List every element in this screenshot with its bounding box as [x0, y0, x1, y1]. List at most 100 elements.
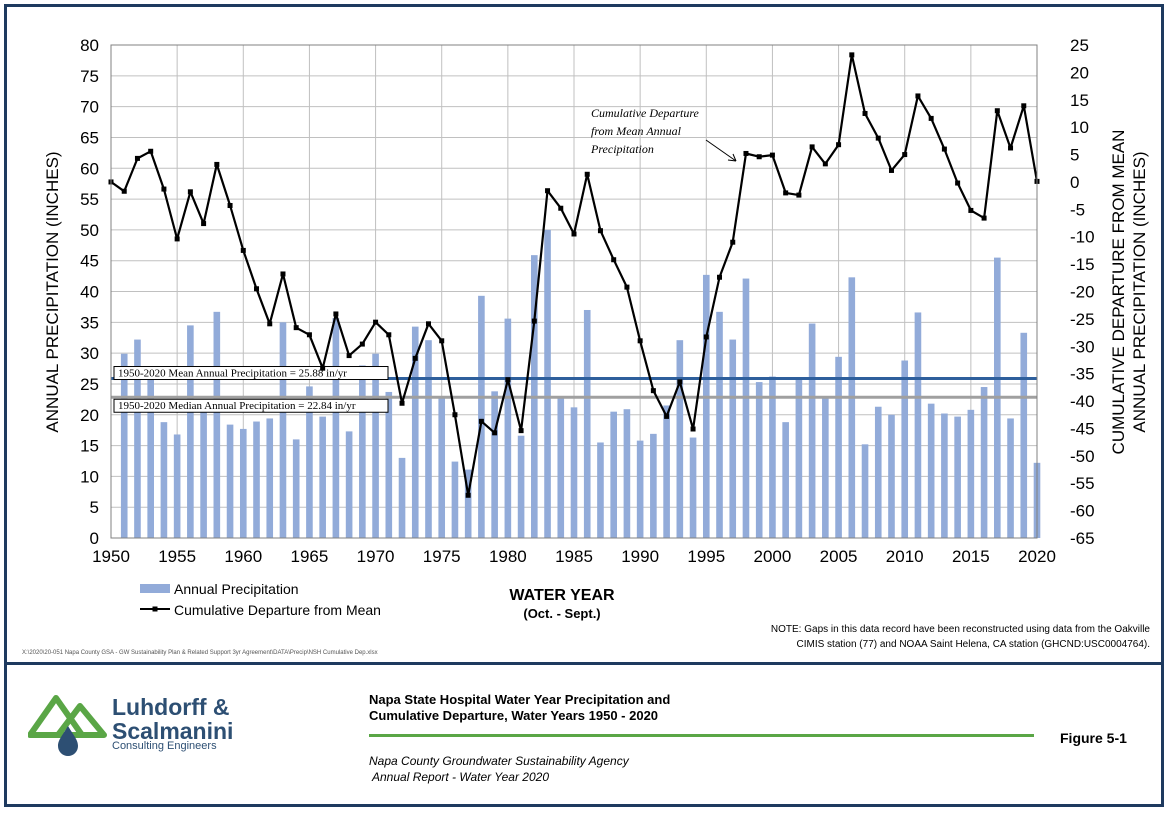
- precipitation-chart: 1950-2020 Mean Annual Precipitation = 25…: [43, 36, 1151, 650]
- bar: [544, 229, 551, 538]
- x-tick-label: 1990: [621, 547, 659, 566]
- y-left-tick-label: 60: [80, 159, 99, 178]
- y-right-tick-label: -30: [1070, 337, 1095, 356]
- y-right-tick-label: -15: [1070, 255, 1095, 274]
- x-axis-sublabel: (Oct. - Sept.): [523, 606, 600, 621]
- bar: [927, 403, 935, 538]
- y-left-axis-label: ANNUAL PRECIPITATION (INCHES): [43, 151, 62, 432]
- line-point: [664, 413, 670, 419]
- y-right-tick-label: -45: [1070, 419, 1095, 438]
- line-point: [293, 325, 299, 331]
- bar: [729, 339, 737, 538]
- y-left-tick-label: 80: [80, 36, 99, 55]
- note-line2: CIMIS station (77) and NOAA Saint Helena…: [797, 639, 1151, 650]
- y-left-tick-label: 75: [80, 67, 99, 86]
- bar: [888, 414, 895, 538]
- line-point: [981, 215, 987, 221]
- bar: [332, 317, 340, 538]
- y-left-tick-label: 65: [80, 128, 99, 147]
- bar: [134, 339, 141, 538]
- line-point: [306, 332, 312, 338]
- line-point: [333, 311, 339, 317]
- line-point: [888, 167, 894, 173]
- line-point: [346, 353, 352, 359]
- bar-layer: [120, 229, 1041, 539]
- y-left-tick-label: 70: [80, 98, 99, 117]
- legend-bar-label: Annual Precipitation: [174, 581, 299, 597]
- line-point: [280, 271, 286, 277]
- bar: [795, 379, 803, 538]
- plot-border: [110, 44, 1038, 539]
- bar: [702, 274, 710, 538]
- annotation-arrow: [705, 139, 737, 162]
- y-left-tick-label: 50: [80, 221, 99, 240]
- bar: [822, 396, 829, 538]
- bar: [597, 442, 604, 538]
- line-point: [690, 426, 696, 432]
- x-tick-label: 1955: [158, 547, 196, 566]
- bar: [491, 391, 498, 538]
- line-point: [425, 321, 431, 327]
- x-tick-label: 2020: [1018, 547, 1056, 566]
- x-tick-label: 1950: [92, 547, 130, 566]
- line-point: [399, 400, 405, 406]
- bar: [213, 311, 221, 538]
- bar: [716, 311, 723, 538]
- line-point: [584, 171, 590, 177]
- bar: [689, 437, 697, 538]
- logo-name-line2: Scalmanini: [112, 718, 234, 744]
- mean-label: 1950-2020 Mean Annual Precipitation = 25…: [118, 368, 347, 380]
- axis-layer: 05101520253035404550556065707580-65-60-5…: [80, 36, 1095, 566]
- bar: [266, 418, 274, 538]
- bar: [451, 461, 459, 538]
- line-point: [677, 379, 683, 385]
- bar: [610, 411, 617, 538]
- title-underline: [369, 734, 1034, 737]
- bar: [319, 416, 326, 538]
- bar: [663, 405, 670, 538]
- x-tick-label: 1965: [291, 547, 329, 566]
- figure-title-line1: Napa State Hospital Water Year Precipita…: [369, 692, 671, 707]
- x-tick-label: 2005: [820, 547, 858, 566]
- bar: [835, 356, 842, 538]
- logo-name-line1: Luhdorff &: [112, 694, 230, 720]
- figure-title-line2: Cumulative Departure, Water Years 1950 -…: [369, 708, 659, 723]
- line-point: [836, 142, 842, 148]
- line-point: [412, 355, 418, 361]
- bar: [941, 413, 948, 538]
- company-logo-icon: [28, 695, 107, 756]
- bar: [914, 312, 922, 538]
- x-tick-label: 1995: [687, 547, 725, 566]
- line-point: [320, 365, 326, 371]
- line-point: [862, 110, 868, 116]
- line-point: [809, 144, 815, 150]
- note-line1: NOTE: Gaps in this data record have been…: [771, 624, 1151, 635]
- y-right-tick-label: 5: [1070, 146, 1079, 165]
- bar: [1007, 418, 1014, 538]
- line-point: [849, 52, 855, 58]
- y-right-tick-label: -10: [1070, 228, 1095, 247]
- y-left-tick-label: 35: [80, 313, 99, 332]
- reference-label-box: [113, 366, 389, 381]
- line-point: [240, 247, 246, 253]
- agency-line1: Napa County Groundwater Sustainability A…: [369, 754, 629, 768]
- line-point: [1021, 103, 1027, 109]
- line-point: [134, 155, 140, 161]
- x-tick-label: 1985: [555, 547, 593, 566]
- y-right-tick-label: 20: [1070, 63, 1089, 82]
- line-point: [928, 115, 934, 121]
- x-tick-label: 2010: [886, 547, 924, 566]
- bar: [253, 421, 260, 538]
- bar: [306, 386, 313, 538]
- bar: [769, 376, 776, 538]
- y-right-tick-label: -65: [1070, 529, 1095, 548]
- bar: [372, 353, 379, 538]
- bar: [239, 428, 247, 538]
- line-point: [545, 188, 551, 194]
- bar: [160, 422, 168, 538]
- line-point: [822, 161, 828, 167]
- line-point: [558, 205, 564, 211]
- bar: [901, 360, 909, 538]
- bar: [676, 340, 684, 538]
- y-left-tick-label: 0: [90, 529, 99, 548]
